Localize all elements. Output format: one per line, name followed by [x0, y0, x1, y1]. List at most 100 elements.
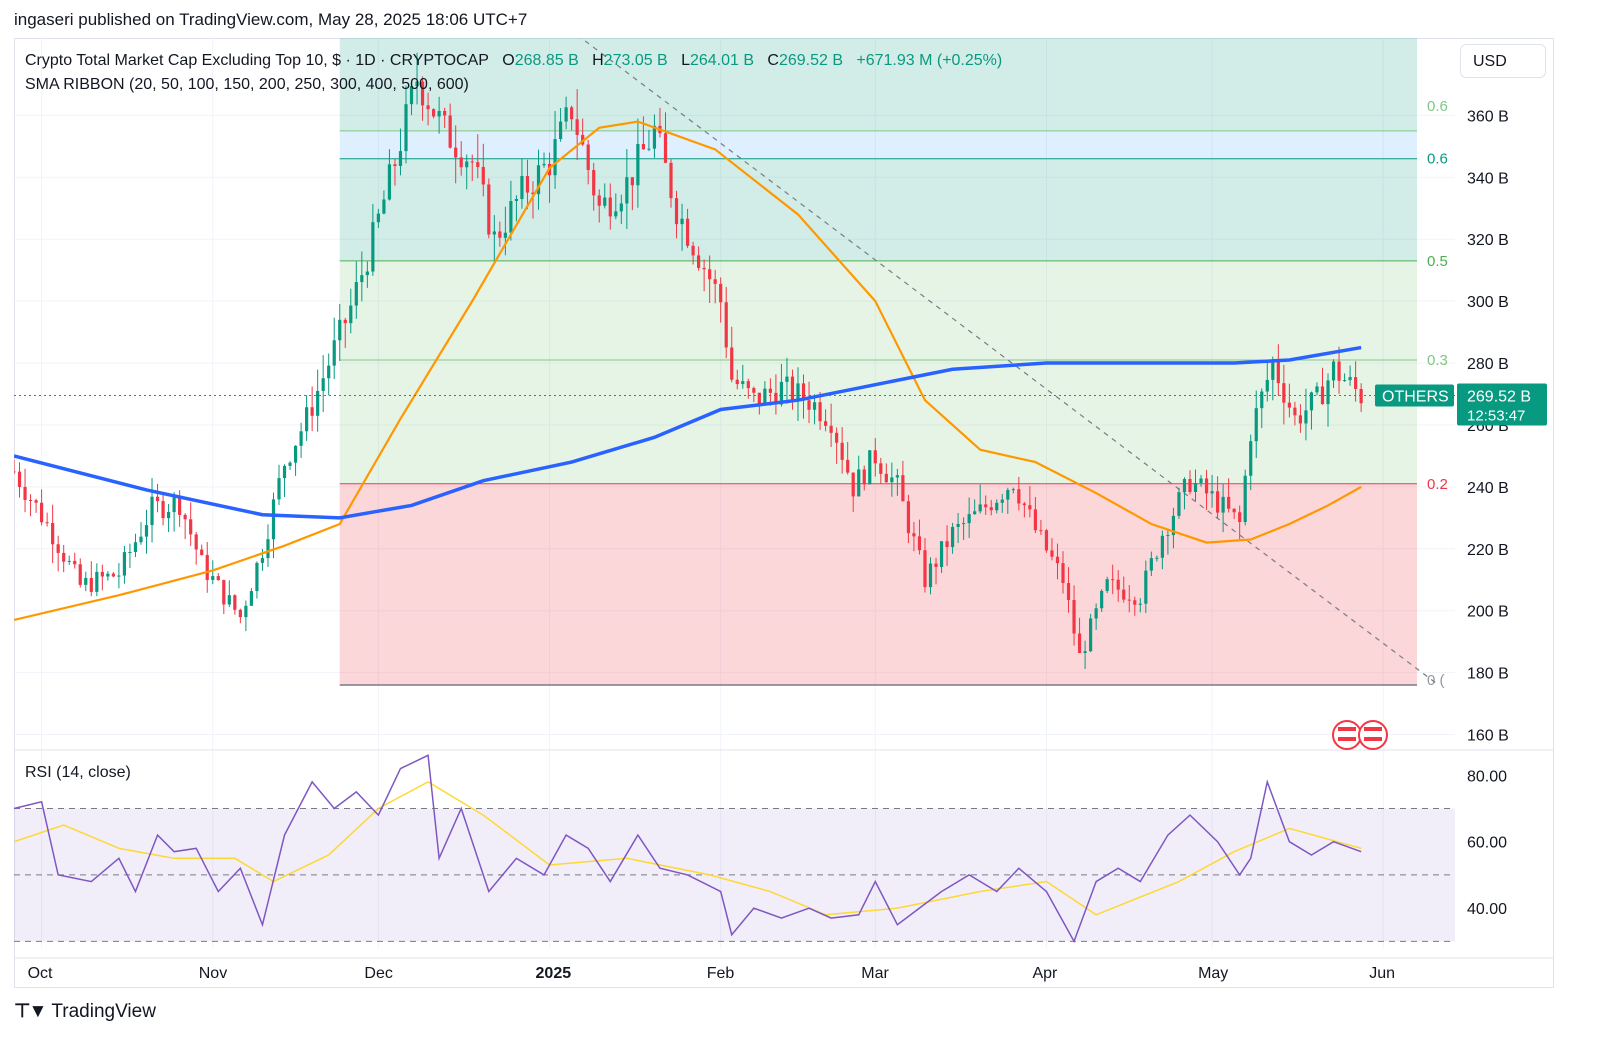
candle-body	[1022, 503, 1026, 506]
candle-body	[498, 231, 502, 238]
candle-body	[205, 555, 209, 580]
candle-body	[282, 465, 287, 479]
legend-title: Crypto Total Market Cap Excluding Top 10…	[25, 52, 489, 69]
candle-body	[719, 283, 723, 303]
candle-body	[1243, 475, 1247, 523]
candle-body	[465, 161, 469, 168]
candle-body	[840, 442, 844, 460]
candle-body	[1227, 496, 1231, 509]
candle-body	[172, 497, 176, 513]
candle-body	[978, 504, 982, 512]
legend-close-label: C	[767, 52, 779, 69]
candle-body	[1249, 441, 1253, 476]
candle-body	[1331, 361, 1336, 381]
candle-body	[1254, 408, 1258, 442]
candle-body	[801, 383, 806, 401]
candle-body	[652, 125, 657, 149]
candle-body	[271, 499, 276, 540]
legend-high: 273.05 B	[603, 52, 668, 69]
y-tick-label: 320 B	[1467, 232, 1509, 249]
candle-body	[829, 425, 833, 433]
candle-body	[713, 279, 717, 284]
candle-body	[249, 591, 254, 606]
candle-body	[619, 203, 623, 212]
candle-body	[895, 475, 899, 478]
candle-body	[1260, 391, 1264, 409]
candle-body	[23, 486, 27, 501]
candle-body	[139, 536, 143, 543]
candle-body	[685, 218, 690, 246]
candle-body	[901, 475, 905, 502]
candle-body	[316, 390, 320, 416]
x-tick-label: May	[1198, 965, 1228, 982]
candle-body	[343, 319, 347, 324]
legend-low-label: L	[681, 52, 690, 69]
candle-body	[1265, 379, 1269, 392]
candle-body	[260, 558, 265, 563]
candle-body	[995, 502, 999, 511]
candle-body	[238, 609, 242, 618]
candle-body	[459, 157, 463, 168]
candle-body	[244, 605, 248, 618]
candle-body	[630, 177, 634, 186]
candle-body	[752, 388, 756, 393]
candle-body	[376, 213, 380, 223]
candle-body	[956, 523, 960, 527]
candle-body	[564, 107, 568, 122]
candle-body	[1171, 515, 1176, 536]
x-tick-label: Nov	[199, 965, 227, 982]
candle-body	[338, 319, 342, 341]
fib-zone	[339, 260, 1417, 484]
us-flag-event-icon	[1364, 727, 1382, 731]
rsi-tick-label: 80.00	[1467, 768, 1507, 785]
candle-body	[62, 552, 66, 562]
candle-body	[144, 525, 149, 537]
rsi-tick-label: 40.00	[1467, 901, 1507, 918]
candle-body	[730, 347, 734, 380]
candle-body	[835, 432, 839, 443]
candle-body	[973, 511, 977, 515]
price-tag-countdown: 12:53:47	[1467, 407, 1525, 424]
indicator-label[interactable]: SMA RIBBON (20, 50, 100, 150, 200, 250, …	[25, 76, 469, 93]
candle-body	[354, 282, 358, 306]
currency-button[interactable]: USD	[1460, 44, 1546, 78]
candle-body	[697, 255, 701, 268]
candle-body	[1210, 491, 1214, 494]
candle-body	[917, 536, 922, 551]
candle-body	[426, 105, 430, 110]
y-tick-label: 180 B	[1467, 666, 1509, 683]
y-tick-label: 160 B	[1467, 728, 1509, 745]
rsi-line	[13, 754, 1362, 944]
rsi-indicator-label[interactable]: RSI (14, close)	[25, 764, 131, 781]
candle-body	[542, 163, 546, 166]
candle-body	[1050, 550, 1054, 557]
candle-body	[570, 107, 574, 120]
candle-body	[846, 459, 850, 473]
price-tag	[1457, 383, 1547, 426]
fib-level-label: 0.3	[1427, 352, 1448, 369]
candle-body	[1320, 386, 1325, 405]
candle-body	[1000, 499, 1004, 503]
candle-body	[536, 165, 541, 195]
candle-body	[1066, 583, 1071, 601]
candle-body	[520, 176, 524, 199]
candle-body	[106, 573, 110, 577]
fib-level-label: 0.5	[1427, 253, 1448, 270]
candle-body	[161, 501, 165, 519]
legend-high-label: H	[592, 52, 604, 69]
tradingview-brand[interactable]: ⊤▼ TradingView	[14, 1000, 156, 1023]
candle-body	[365, 271, 369, 276]
candle-body	[1221, 496, 1225, 513]
candle-body	[1354, 377, 1358, 389]
candle-body	[84, 577, 88, 585]
candle-body	[603, 197, 607, 206]
candle-body	[641, 143, 646, 150]
candle-body	[735, 379, 739, 385]
candle-body	[100, 571, 104, 577]
us-flag-event-icon	[1332, 720, 1362, 750]
candle-body	[34, 500, 38, 503]
y-tick-label: 200 B	[1467, 604, 1509, 621]
sma-slow-line	[14, 345, 1362, 520]
candle-body	[1282, 383, 1286, 403]
